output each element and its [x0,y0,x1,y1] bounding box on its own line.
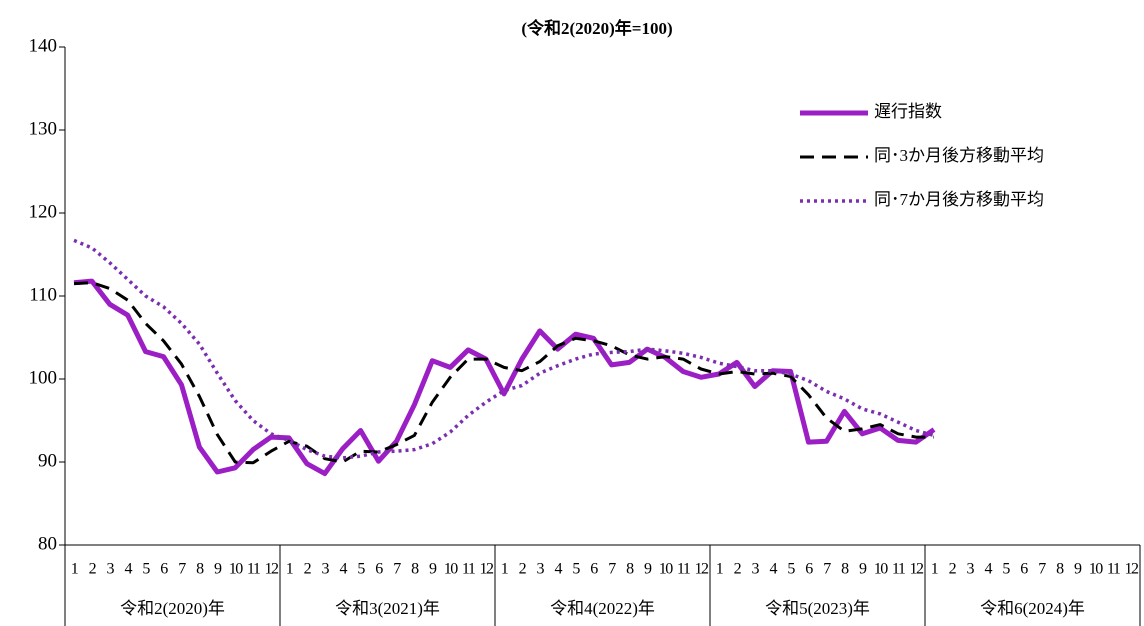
group-label: 令和4(2022)年 [550,599,655,618]
x-tick-label: 8 [626,561,634,578]
x-tick-label: 3 [322,561,330,578]
x-tick-label: 2 [519,561,527,578]
x-tick-label: 12 [480,561,495,578]
x-tick-label: 6 [160,561,168,578]
y-tick-label: 140 [29,35,58,56]
x-tick-label: 11 [1107,561,1121,578]
x-tick-label: 3 [967,561,975,578]
x-tick-label: 5 [787,561,795,578]
x-tick-label: 3 [107,561,115,578]
x-tick-label: 2 [949,561,957,578]
x-tick-label: 4 [984,561,992,578]
x-tick-label: 12 [1125,561,1140,578]
group-label: 令和5(2023)年 [765,599,870,618]
x-tick-label: 7 [608,561,616,578]
series-line [73,238,935,460]
y-tick-label: 130 [29,118,58,139]
chart-title: (令和2(2020)年=100) [521,18,672,38]
x-tick-label: 8 [411,561,419,578]
x-tick-label: 12 [265,561,280,578]
x-tick-label: 8 [841,561,849,578]
x-tick-label: 11 [247,561,261,578]
series-line [73,281,934,465]
y-tick-label: 90 [38,450,57,471]
group-label: 令和6(2024)年 [980,599,1085,618]
x-tick-label: 2 [734,561,742,578]
x-tick-label: 4 [124,561,132,578]
x-tick-label: 2 [304,561,312,578]
x-tick-label: 6 [1020,561,1028,578]
x-tick-label: 1 [286,561,294,578]
x-tick-label: 5 [572,561,580,578]
x-tick-label: 9 [859,561,867,578]
x-tick-label: 11 [677,561,691,578]
y-tick-label: 120 [29,201,58,222]
x-tick-label: 1 [71,561,79,578]
x-tick-label: 7 [178,561,186,578]
y-tick-label: 80 [38,533,57,554]
x-tick-label: 3 [537,561,545,578]
x-tick-label: 10 [1089,561,1104,578]
x-tick-label: 6 [805,561,813,578]
x-tick-label: 12 [910,561,925,578]
series-line [73,278,936,477]
x-tick-label: 11 [462,561,476,578]
x-tick-label: 9 [429,561,437,578]
x-tick-label: 4 [769,561,777,578]
x-tick-label: 12 [695,561,710,578]
x-tick-label: 9 [644,561,652,578]
legend-label: 同･7か月後方移動平均 [874,190,1044,209]
x-tick-label: 4 [339,561,347,578]
x-tick-label: 7 [1038,561,1046,578]
x-tick-label: 9 [1074,561,1082,578]
legend-label: 同･3か月後方移動平均 [874,146,1044,165]
x-tick-label: 4 [554,561,562,578]
x-tick-label: 2 [89,561,97,578]
x-tick-label: 5 [1002,561,1010,578]
x-tick-label: 6 [590,561,598,578]
x-tick-label: 10 [229,561,244,578]
x-tick-label: 7 [393,561,401,578]
x-tick-label: 5 [142,561,150,578]
group-label: 令和2(2020)年 [120,599,225,618]
x-tick-label: 7 [823,561,831,578]
y-tick-label: 100 [29,367,58,388]
x-tick-label: 10 [659,561,674,578]
group-label: 令和3(2021)年 [335,599,440,618]
x-tick-label: 8 [1056,561,1064,578]
x-tick-label: 1 [716,561,724,578]
x-tick-label: 8 [196,561,204,578]
x-tick-label: 10 [444,561,459,578]
x-tick-label: 6 [375,561,383,578]
y-tick-label: 110 [29,284,57,305]
x-tick-label: 1 [501,561,509,578]
x-tick-label: 10 [874,561,889,578]
legend-label: 遅行指数 [874,102,942,121]
x-tick-label: 11 [892,561,906,578]
x-tick-label: 1 [931,561,939,578]
x-tick-label: 3 [752,561,760,578]
x-tick-label: 5 [357,561,365,578]
x-tick-label: 9 [214,561,222,578]
